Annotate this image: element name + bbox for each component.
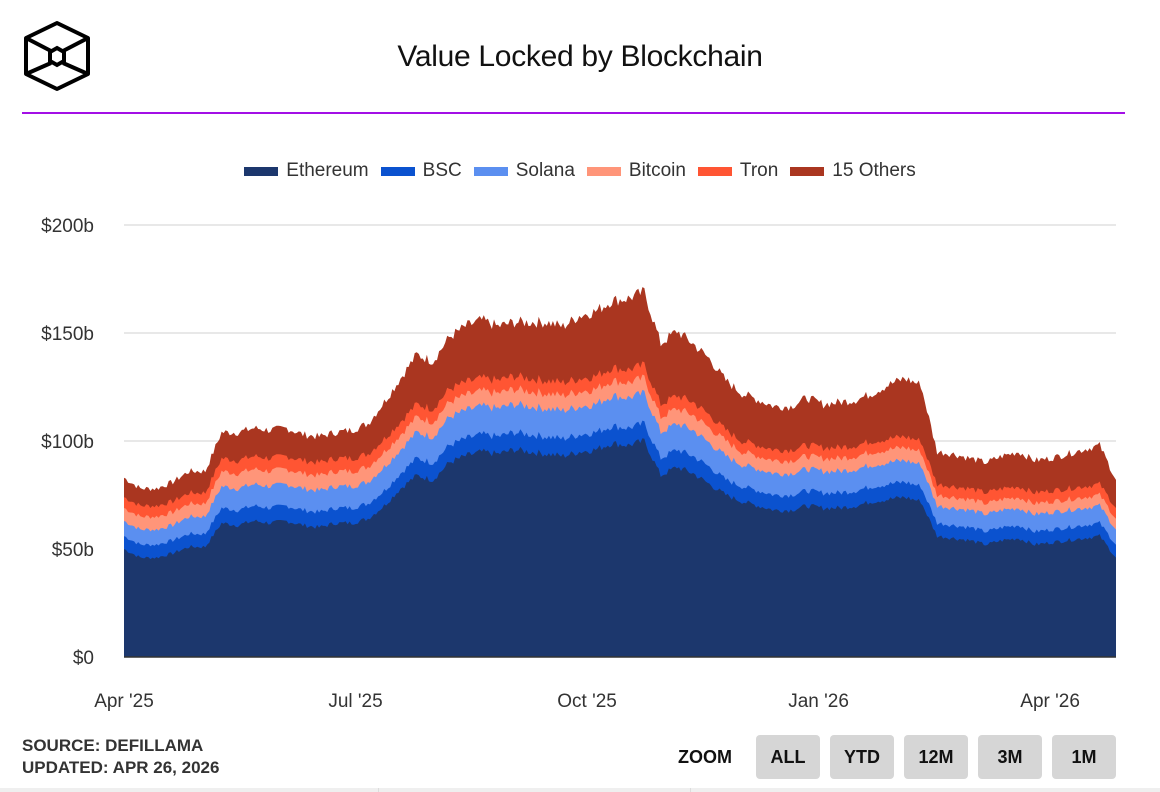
legend-label: Bitcoin [628, 160, 686, 181]
x-tick-label: Apr '25 [94, 691, 154, 712]
strip-divider [378, 788, 379, 792]
y-tick-label: $0 [73, 648, 94, 669]
strip-divider [690, 788, 691, 792]
x-tick-label: Jul '25 [328, 691, 382, 712]
legend-item-ethereum[interactable]: Ethereum [244, 160, 369, 182]
legend-item-solana[interactable]: Solana [473, 160, 575, 182]
legend-label: Tron [739, 160, 779, 181]
legend-label: BSC [422, 160, 462, 181]
stacked-area-chart: $0 $50b $100b $150b $200b Apr '25 Jul '25 Oct '… [41, 216, 1116, 712]
legend-item-15-others[interactable]: 15 Others [790, 160, 916, 182]
legend-swatch [790, 166, 825, 176]
x-tick-label: Jan '26 [788, 691, 849, 712]
area-ethereum [124, 438, 1116, 657]
chart-title: Value Locked by Blockchain [397, 40, 763, 73]
legend-swatch [244, 166, 279, 176]
bottom-strip [0, 788, 1160, 792]
zoom-12m-button[interactable]: 12M [904, 735, 968, 779]
legend-swatch [586, 166, 621, 176]
y-tick-label: $150b [41, 324, 94, 345]
legend-label: Solana [515, 160, 575, 181]
chart-legend: Ethereum BSC Solana Bitcoin Tron 15 Others [0, 160, 1160, 182]
zoom-controls: ZOOM ALL YTD 12M 3M 1M [678, 735, 1116, 779]
zoom-3m-button[interactable]: 3M [978, 735, 1042, 779]
x-tick-label: Oct '25 [557, 691, 617, 712]
source-note: SOURCE: DEFILLAMA UPDATED: APR 26, 2026 [22, 735, 219, 779]
zoom-1m-button[interactable]: 1M [1052, 735, 1116, 779]
updated-label: UPDATED: APR 26, 2026 [22, 758, 220, 777]
zoom-label: ZOOM [678, 746, 732, 767]
y-tick-label: $50b [52, 540, 94, 561]
legend-swatch [473, 166, 508, 176]
x-tick-label: Apr '26 [1020, 691, 1080, 712]
y-tick-label: $100b [41, 432, 94, 453]
cube-logo-icon [24, 21, 90, 91]
legend-item-bsc[interactable]: BSC [380, 160, 462, 182]
legend-item-tron[interactable]: Tron [697, 160, 779, 182]
zoom-all-button[interactable]: ALL [756, 735, 820, 779]
source-label: SOURCE: DEFILLAMA [22, 736, 204, 755]
legend-item-bitcoin[interactable]: Bitcoin [586, 160, 686, 182]
legend-swatch [380, 166, 415, 176]
title-divider [22, 112, 1125, 114]
legend-swatch [697, 166, 732, 176]
zoom-ytd-button[interactable]: YTD [830, 735, 894, 779]
legend-label: 15 Others [832, 160, 916, 181]
legend-label: Ethereum [286, 160, 369, 181]
y-tick-label: $200b [41, 216, 94, 237]
